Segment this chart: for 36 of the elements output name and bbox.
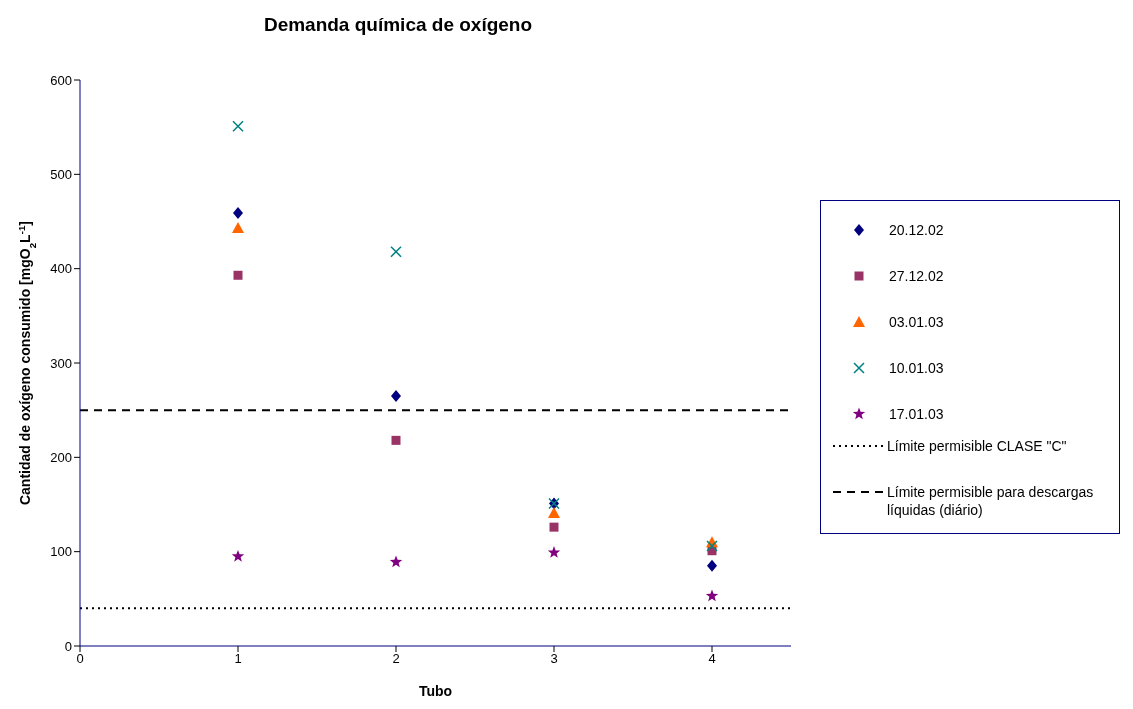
point <box>232 120 244 132</box>
x-tick-label: 4 <box>708 651 716 667</box>
y-tick-label: 600 <box>50 72 72 88</box>
legend-label: 17.01.03 <box>889 406 944 422</box>
y-tick-label: 0 <box>64 638 72 654</box>
y-tick-label: 100 <box>50 544 72 560</box>
legend-label: 20.12.02 <box>889 222 944 238</box>
y-tick-label: 400 <box>50 261 72 277</box>
point <box>389 555 403 568</box>
chart-title: Demanda química de oxígeno <box>262 14 534 36</box>
point <box>548 506 560 518</box>
y-tick-label: 200 <box>50 449 72 465</box>
y-tick-label: 300 <box>50 355 72 371</box>
x-tick-label: 2 <box>392 651 400 667</box>
point <box>233 207 243 220</box>
point <box>705 589 719 602</box>
legend-label: 03.01.03 <box>889 314 944 330</box>
point <box>547 546 561 558</box>
x-axis-title: Tubo <box>418 683 453 699</box>
point <box>549 522 559 532</box>
point <box>391 390 401 403</box>
x-tick-label: 0 <box>76 651 84 667</box>
point <box>390 245 402 258</box>
legend-label: Límite permisible para descargas líquidas (diário) <box>887 483 1095 519</box>
x-tick-label: 1 <box>234 651 242 667</box>
point <box>707 559 717 572</box>
point <box>391 435 401 445</box>
point <box>706 540 718 552</box>
point <box>232 222 244 234</box>
legend-label: 10.01.03 <box>889 360 944 376</box>
point <box>233 270 243 280</box>
y-tick-label: 500 <box>50 166 72 182</box>
point <box>231 549 245 562</box>
legend-label: Límite permisible CLASE "C" <box>887 437 1067 455</box>
x-tick-label: 3 <box>550 651 558 667</box>
legend-label: 27.12.02 <box>889 268 944 284</box>
